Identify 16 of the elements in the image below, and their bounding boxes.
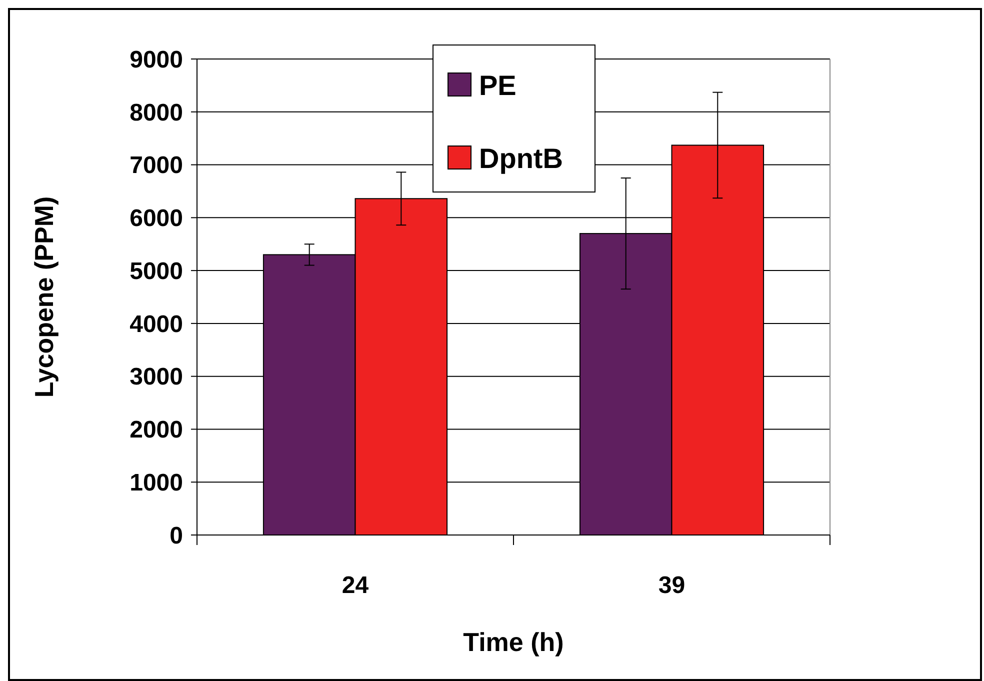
y-tick-label: 1000	[130, 470, 183, 497]
y-tick-label: 8000	[130, 99, 183, 126]
y-axis-title: Lycopene (PPM)	[29, 196, 60, 398]
x-tick-label: 39	[658, 572, 686, 599]
y-tick-label: 3000	[130, 364, 183, 391]
x-tick-label: 24	[342, 572, 370, 599]
y-tick-label: 4000	[130, 310, 183, 338]
x-axis-title: Time (h)	[463, 627, 564, 657]
y-tick-label: 0	[170, 522, 183, 550]
y-tick-label: 5000	[130, 258, 183, 285]
y-tick-label: 6000	[130, 205, 183, 232]
y-tick-label: 9000	[130, 46, 183, 74]
legend-label: DpntB	[479, 142, 563, 174]
y-tick-label: 7000	[130, 152, 183, 180]
legend-label: PE	[479, 70, 516, 101]
y-tick-label: 2000	[130, 416, 183, 444]
